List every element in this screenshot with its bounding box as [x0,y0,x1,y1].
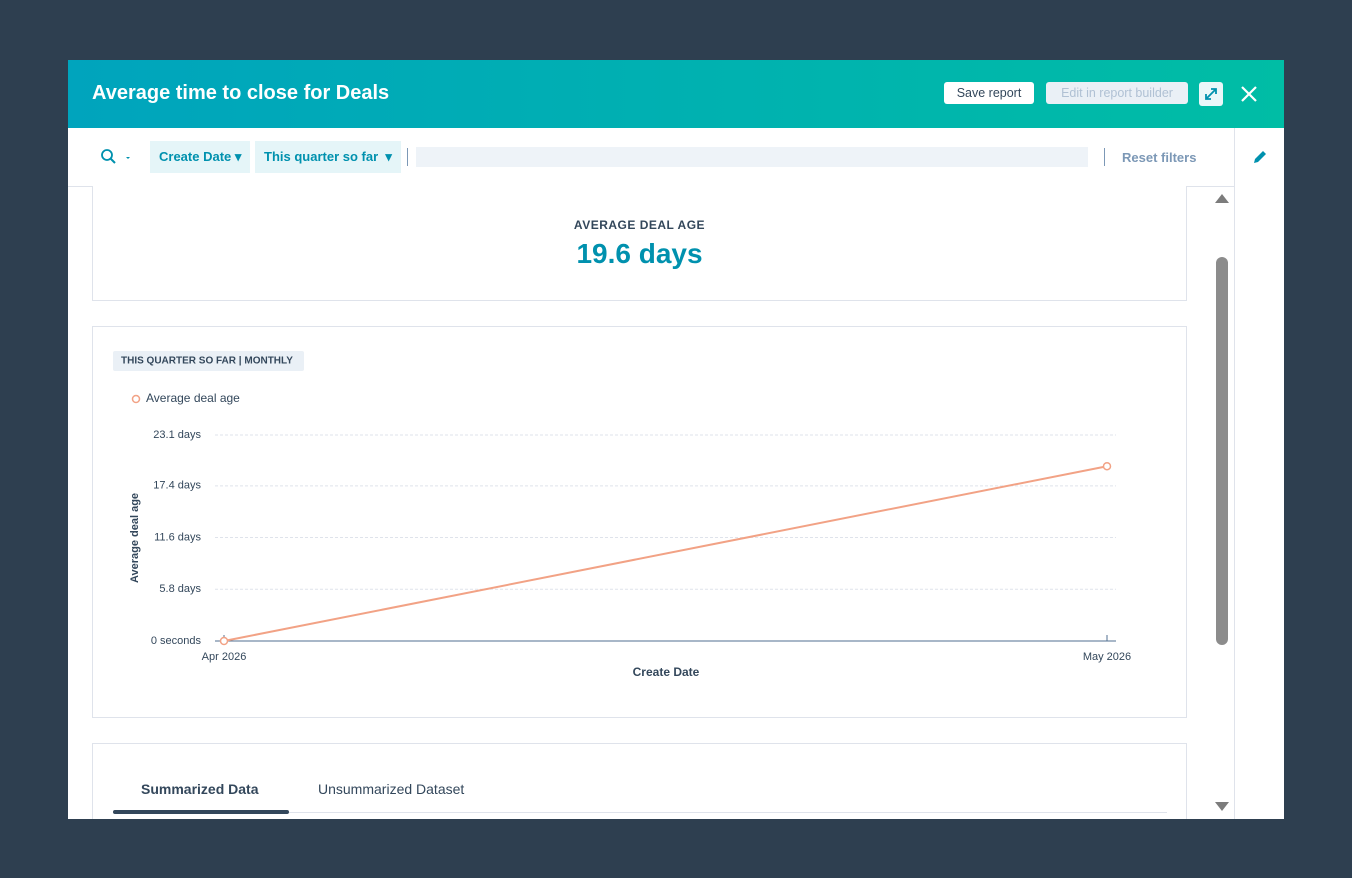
reset-filters[interactable]: Reset filters [1122,150,1197,165]
scrollbar[interactable] [1214,188,1230,819]
kpi-value: 19.6 days [576,238,703,269]
filter-label: This quarter so far [264,149,379,164]
kpi-label: AVERAGE DEAL AGE [573,218,706,232]
sidebar-border [1234,128,1235,819]
data-card: Summarized Data Unsummarized Dataset [92,743,1187,819]
legend-marker [131,394,141,404]
expand-button[interactable] [1199,82,1223,106]
report-modal: Average time to close for Deals Save rep… [68,60,1284,819]
y-tick-label: 17.4 days [153,480,201,492]
modal-title: Average time to close for Deals [92,82,390,104]
close-button[interactable] [1240,85,1258,103]
x-tick-label: Apr 2026 [202,651,247,663]
y-tick-label: 5.8 days [159,583,201,595]
modal-header: Average time to close for Deals Save rep… [68,60,1284,128]
kpi-card: AVERAGE DEAL AGE 19.6 days [92,186,1187,301]
y-axis-title: Average deal age [129,493,141,583]
chart-badge: THIS QUARTER SO FAR | MONTHLY [121,356,293,367]
active-tab-indicator [113,810,289,814]
range-filter[interactable]: This quarter so far ▾ [255,141,401,173]
y-tick-label: 0 seconds [151,635,202,647]
property-filter[interactable]: Create Date ▾ [150,141,251,173]
save-report-button[interactable]: Save report [944,82,1034,104]
chart: THIS QUARTER SO FAR | MONTHLY Create Dat… [92,326,1187,718]
tab[interactable]: Unsummarized Dataset [318,781,465,797]
badge-bg [113,351,304,371]
x-axis-title: Create Date [633,665,700,679]
filter-input[interactable] [416,147,1088,167]
legend-label: Average deal age [146,391,240,405]
data-point [1102,461,1112,471]
series-line [223,465,1108,642]
search-button[interactable] [100,148,136,166]
edit-report-button[interactable]: Edit in report builder [1046,82,1188,104]
filter-bar: Create Date ▾ This quarter so far ▾ Rese… [68,128,1234,187]
y-tick-label: 23.1 days [153,429,201,441]
data-point [219,636,229,646]
y-tick-label: 11.6 days [154,531,201,543]
x-tick-label: May 2026 [1083,651,1131,663]
filter-label: Create Date [159,149,232,164]
divider [1104,148,1105,166]
tab-rule [113,812,1167,813]
edit-pencil[interactable] [1251,148,1269,166]
tab[interactable]: Summarized Data [141,781,259,797]
divider [407,148,408,166]
